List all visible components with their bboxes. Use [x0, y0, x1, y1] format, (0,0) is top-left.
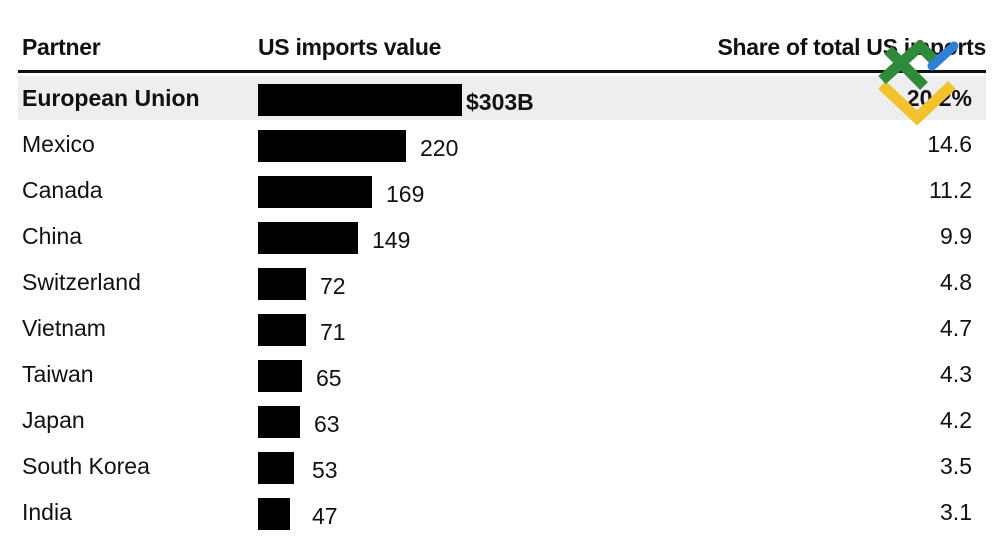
share-value: 4.2 [940, 407, 972, 433]
import-value-bar [258, 498, 290, 530]
partner-label: Vietnam [22, 315, 106, 341]
import-value-bar [258, 452, 294, 484]
share-value: 11.2 [928, 177, 972, 203]
import-value-label: 220 [420, 135, 459, 161]
table-row: Japan 63 4.2 [18, 398, 986, 442]
share-value: 4.8 [940, 269, 972, 295]
table-row: Taiwan 65 4.3 [18, 352, 986, 396]
share-value: 4.7 [940, 315, 972, 341]
table-row: Switzerland 72 4.8 [18, 260, 986, 304]
share-value: 3.1 [940, 499, 972, 525]
import-value-label: 63 [314, 411, 340, 437]
table-row: South Korea 53 3.5 [18, 444, 986, 488]
table-row: India 47 3.1 [18, 490, 986, 534]
import-value-label: 53 [312, 457, 338, 483]
import-value-bar [258, 222, 358, 254]
import-value-label: 72 [320, 273, 346, 299]
partner-label: China [22, 223, 83, 249]
partner-label: India [22, 499, 72, 525]
table-row: Vietnam 71 4.7 [18, 306, 986, 350]
partner-label: Mexico [22, 131, 95, 157]
import-value-label: 169 [386, 181, 425, 207]
table-row: Canada 169 11.2 [18, 168, 986, 212]
import-value-label: 71 [320, 319, 346, 345]
share-value: 9.9 [940, 223, 972, 249]
table-row: European Union $303B 20.2% [18, 76, 986, 120]
partner-label: Taiwan [22, 361, 94, 387]
import-value-label: 65 [316, 365, 342, 391]
import-value-bar [258, 130, 406, 162]
import-value-label: 149 [372, 227, 411, 253]
header-divider [18, 70, 986, 73]
share-value: 14.6 [927, 131, 972, 157]
watermark-logo-icon [878, 40, 959, 126]
partner-label: Canada [22, 177, 103, 203]
partner-label: Switzerland [22, 269, 141, 295]
partner-label: European Union [22, 85, 200, 111]
import-value-label: $303B [466, 89, 534, 115]
share-value: 4.3 [940, 361, 972, 387]
import-value-bar [258, 268, 306, 300]
partner-label: South Korea [22, 453, 150, 479]
import-value-bar [258, 176, 372, 208]
import-value-bar [258, 406, 300, 438]
table-row: China 149 9.9 [18, 214, 986, 258]
table-row: Mexico 220 14.6 [18, 122, 986, 166]
import-value-bar [258, 314, 306, 346]
import-value-label: 47 [312, 503, 338, 529]
import-value-bar [258, 84, 462, 116]
imports-value-column-header: US imports value [258, 34, 442, 60]
import-value-bar [258, 360, 302, 392]
partner-column-header: Partner [22, 34, 101, 60]
share-value: 3.5 [940, 453, 972, 479]
partner-label: Japan [22, 407, 85, 433]
